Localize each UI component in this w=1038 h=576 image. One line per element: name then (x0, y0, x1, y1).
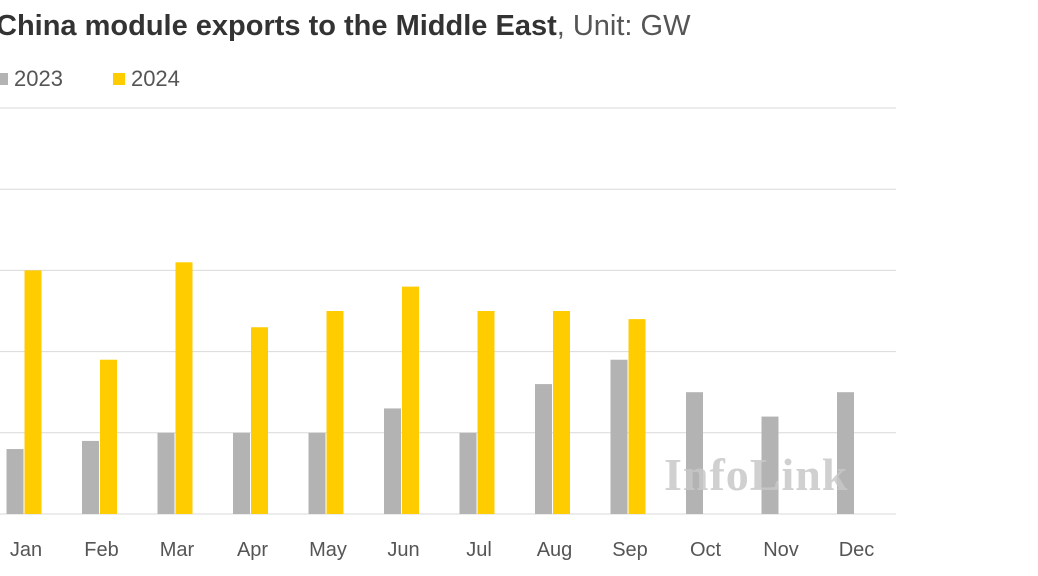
x-tick-label-oct: Oct (690, 539, 722, 561)
bar-2023-dec (837, 392, 854, 514)
bar-2023-apr (233, 432, 250, 514)
chart-title-main: China module exports to the Middle East (0, 10, 557, 42)
bar-2023-jun (384, 408, 401, 514)
bar-2023-oct (686, 392, 703, 514)
watermark-logo: InfoLink (664, 449, 849, 500)
legend-label-2023: 2023 (14, 66, 63, 91)
x-tick-label-mar: Mar (160, 539, 195, 561)
bar-2023-aug (535, 384, 552, 514)
x-tick-label-nov: Nov (763, 539, 799, 561)
x-tick-label-dec: Dec (839, 539, 875, 561)
bar-2024-may (326, 311, 344, 514)
bar-2023-jul (459, 432, 477, 514)
bar-2024-jun (402, 286, 419, 514)
x-tick-label-jun: Jun (387, 539, 419, 561)
chart-title-unit: , Unit: GW (556, 10, 691, 42)
bar-2024-jul (477, 311, 495, 514)
x-tick-label-sep: Sep (612, 539, 648, 561)
legend: 2023 2024 (0, 66, 180, 92)
bar-2023-may (308, 432, 326, 514)
bar-2023-feb (82, 440, 99, 514)
legend-swatch-2023 (0, 73, 8, 85)
bar-2023-jan (6, 449, 24, 514)
bar-2024-mar (175, 262, 193, 514)
chart-title: China module exports to the Middle East,… (0, 10, 690, 43)
bar-2024-feb (100, 359, 117, 514)
legend-swatch-2024 (112, 73, 125, 85)
x-tick-label-apr: Apr (237, 539, 268, 561)
legend-label-2024: 2024 (130, 66, 180, 91)
bar-2023-nov (761, 416, 779, 514)
x-tick-label-aug: Aug (537, 539, 573, 561)
x-tick-label-jul: Jul (466, 539, 492, 561)
bar-2023-mar (157, 432, 175, 514)
x-tick-label-feb: Feb (84, 539, 118, 561)
bar-2024-sep (628, 319, 646, 514)
legend-item-2023: 2023 (0, 66, 63, 92)
x-tick-label-jan: Jan (10, 539, 42, 561)
bar-2024-jan (24, 270, 42, 514)
legend-item-2024: 2024 (112, 66, 180, 92)
bar-2023-sep (610, 359, 628, 514)
bar-2024-apr (251, 327, 268, 514)
bar-2024-aug (553, 311, 570, 514)
x-tick-label-may: May (309, 539, 347, 561)
